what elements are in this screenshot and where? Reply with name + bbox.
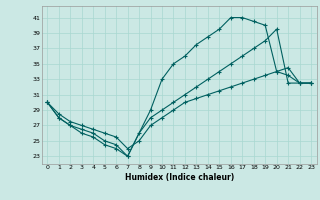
X-axis label: Humidex (Indice chaleur): Humidex (Indice chaleur) bbox=[124, 173, 234, 182]
